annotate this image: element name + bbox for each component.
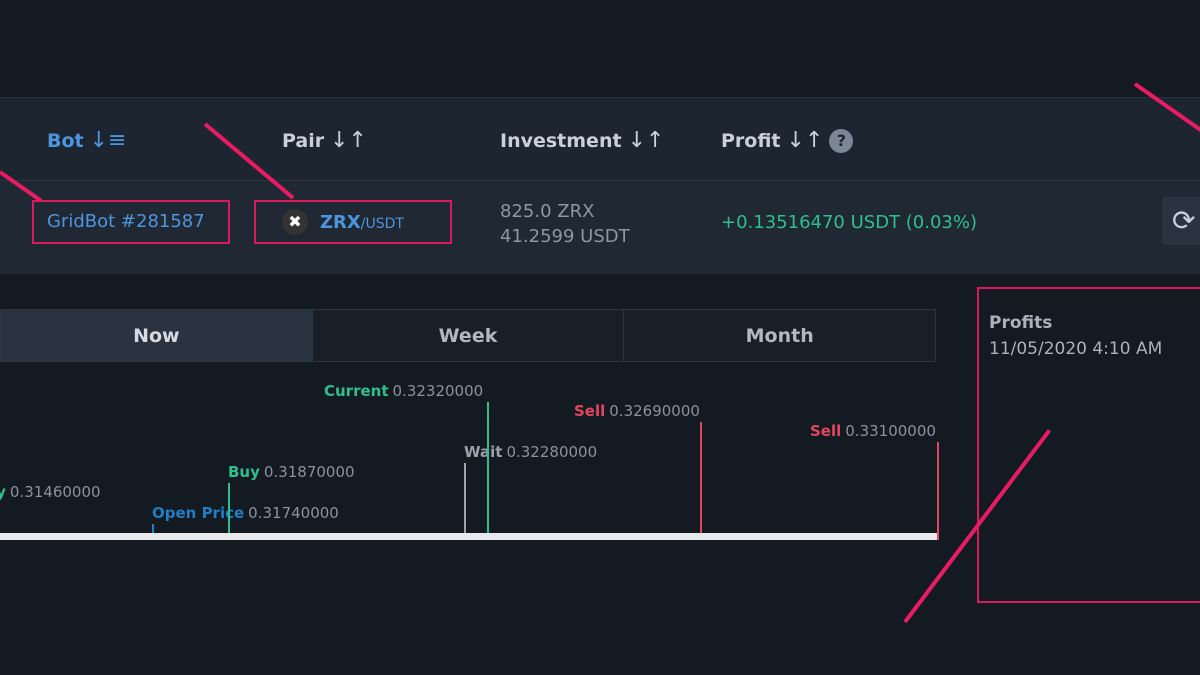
pair-quote: /USDT xyxy=(360,215,404,232)
annotation-box xyxy=(254,200,452,244)
profits-timestamp: 11/05/2020 4:10 AM xyxy=(989,339,1163,359)
table-header: Bot ↓≡ Pair ↓↑ Investment ↓↑ Profit ↓↑? xyxy=(0,97,1200,180)
price-range-bar xyxy=(0,533,937,540)
column-pair[interactable]: Pair ↓↑ xyxy=(282,128,367,153)
column-profit[interactable]: Profit ↓↑? xyxy=(721,128,854,153)
level-value: 0.33100000 xyxy=(845,422,936,440)
column-investment[interactable]: Investment ↓↑ xyxy=(500,128,664,153)
sort-desc-icon: ↓≡ xyxy=(89,128,127,153)
investment: 825.0 ZRX 41.2599 USDT xyxy=(500,199,630,249)
level-type: Current xyxy=(324,382,389,400)
column-label: Investment xyxy=(500,129,622,152)
tab-week[interactable]: Week xyxy=(312,310,625,361)
table-row: GridBot #281587 ✖ ZRX/USDT 825.0 ZRX 41.2… xyxy=(0,180,1200,274)
period-tabs: Now Week Month xyxy=(0,309,936,362)
level-label: Buy 0.31870000 xyxy=(228,463,355,481)
level-value: 0.32320000 xyxy=(392,382,484,400)
level-type: Open Price xyxy=(152,504,245,522)
level-value: 0.31740000 xyxy=(248,504,339,522)
zrx-coin-icon: ✖ xyxy=(282,209,308,235)
level-marker xyxy=(228,483,230,540)
column-bot[interactable]: Bot ↓≡ xyxy=(47,128,127,153)
investment-quote: 41.2599 USDT xyxy=(500,226,630,247)
level-marker xyxy=(937,442,939,540)
profits-panel: Profits 11/05/2020 4:10 AM xyxy=(977,287,1200,603)
level-value: 0.32690000 xyxy=(609,402,700,420)
level-type: Wait xyxy=(464,443,503,461)
column-label: Bot xyxy=(47,129,84,152)
level-value: 0.31870000 xyxy=(263,463,355,481)
level-label: Current 0.32320000 xyxy=(324,382,483,400)
level-type: Sell xyxy=(574,402,606,420)
refresh-icon: ⟳ xyxy=(1172,204,1196,237)
refresh-button[interactable]: ⟳ xyxy=(1162,197,1200,245)
level-type: Sell xyxy=(810,422,842,440)
sort-icon: ↓↑ xyxy=(786,128,824,153)
help-icon[interactable]: ? xyxy=(829,128,854,153)
level-label: Sell 0.32690000 xyxy=(574,402,700,420)
pair-link[interactable]: ✖ ZRX/USDT xyxy=(282,209,404,235)
level-label: Open Price 0.31740000 xyxy=(152,504,339,522)
level-marker xyxy=(464,463,466,540)
level-type: Buy xyxy=(0,483,6,501)
column-label: Pair xyxy=(282,129,325,152)
level-marker xyxy=(487,402,489,540)
level-marker xyxy=(152,524,154,540)
sort-icon: ↓↑ xyxy=(330,128,367,153)
profit-value: +0.13516470 USDT (0.03%) xyxy=(721,212,977,233)
level-type: Buy xyxy=(228,463,260,481)
tab-month[interactable]: Month xyxy=(624,310,936,361)
column-label: Profit xyxy=(721,129,781,152)
level-label: Sell 0.33100000 xyxy=(810,422,936,440)
profits-title: Profits xyxy=(989,313,1053,333)
pair-text: ZRX/USDT xyxy=(320,212,404,233)
investment-base: 825.0 ZRX xyxy=(500,201,595,222)
bot-link[interactable]: GridBot #281587 xyxy=(47,211,205,232)
pair-base: ZRX xyxy=(320,211,361,233)
tab-now[interactable]: Now xyxy=(1,310,313,361)
level-value: 0.31460000 xyxy=(9,483,101,501)
sort-icon: ↓↑ xyxy=(627,128,665,153)
level-marker xyxy=(700,422,702,540)
annotation-box xyxy=(32,200,230,244)
level-value: 0.32280000 xyxy=(506,443,598,461)
level-label: Wait 0.32280000 xyxy=(464,443,597,461)
